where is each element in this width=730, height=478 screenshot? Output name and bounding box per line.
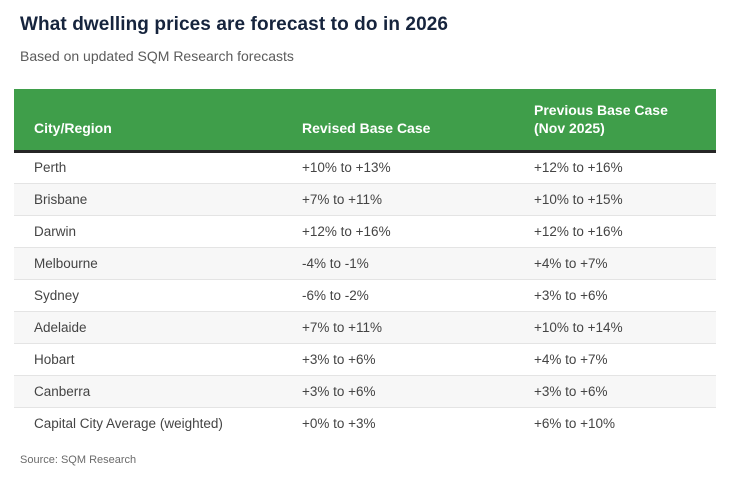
page-title: What dwelling prices are forecast to do …	[20, 14, 449, 35]
table-row: Melbourne -4% to -1% +4% to +7%	[14, 246, 716, 279]
table-row: Brisbane +7% to +11% +10% to +15%	[14, 182, 716, 215]
source-note: Source: SQM Research	[20, 454, 137, 466]
cell-previous: +3% to +6%	[527, 278, 716, 311]
cell-previous: +12% to +16%	[527, 214, 716, 247]
cell-previous: +10% to +15%	[527, 182, 716, 215]
cell-previous: +10% to +14%	[527, 310, 716, 343]
cell-revised: +3% to +6%	[295, 374, 527, 407]
table-row: Capital City Average (weighted) +0% to +3…	[14, 406, 716, 439]
table-row: Canberra +3% to +6% +3% to +6%	[14, 374, 716, 407]
cell-previous: +4% to +7%	[527, 342, 716, 375]
cell-revised: -6% to -2%	[295, 278, 527, 311]
table-row: Sydney -6% to -2% +3% to +6%	[14, 278, 716, 311]
cell-city: Canberra	[14, 374, 295, 407]
cell-revised: +3% to +6%	[295, 342, 527, 375]
page: What dwelling prices are forecast to do …	[0, 14, 730, 478]
table-body: Perth +10% to +13% +12% to +16% Brisbane +7%…	[14, 151, 716, 439]
page-subtitle: Based on updated SQM Research forecasts	[20, 48, 294, 64]
table-header-row: City/Region Revised Base Case Previous B…	[14, 89, 716, 153]
cell-city: Perth	[34, 160, 67, 175]
cell-city: Brisbane	[14, 182, 295, 215]
cell-revised: +7% to +11%	[295, 182, 527, 215]
cell-city: Capital City Average (weighted)	[14, 406, 295, 439]
column-header-city-region: City/Region	[14, 89, 295, 153]
cell-previous: +3% to +6%	[527, 374, 716, 407]
cell-city: Hobart	[14, 342, 295, 375]
cell-city: Sydney	[14, 278, 295, 311]
cell-revised: +10% to +13%	[302, 160, 391, 175]
column-header-previous-base-case: Previous Base Case (Nov 2025)	[527, 89, 716, 153]
table-row: Darwin +12% to +16% +12% to +16%	[14, 214, 716, 247]
cell-previous: +6% to +10%	[527, 406, 716, 439]
table-row: Hobart +3% to +6% +4% to +7%	[14, 342, 716, 375]
cell-revised: -4% to -1%	[295, 246, 527, 279]
table-header: City/Region Revised Base Case Previous B…	[14, 89, 716, 153]
forecast-table: City/Region Revised Base Case Previous B…	[14, 89, 716, 439]
cell-revised: +0% to +3%	[295, 406, 527, 439]
column-header-revised-base-case: Revised Base Case	[295, 89, 527, 153]
cell-revised: +12% to +16%	[295, 214, 527, 247]
table-row: Perth +10% to +13% +12% to +16%	[14, 151, 716, 183]
cell-city: Darwin	[14, 214, 295, 247]
table-row: Adelaide +7% to +11% +10% to +14%	[14, 310, 716, 343]
cell-previous: +12% to +16%	[534, 160, 623, 175]
cell-previous: +4% to +7%	[527, 246, 716, 279]
cell-city: Adelaide	[14, 310, 295, 343]
cell-revised: +7% to +11%	[295, 310, 527, 343]
cell-city: Melbourne	[14, 246, 295, 279]
